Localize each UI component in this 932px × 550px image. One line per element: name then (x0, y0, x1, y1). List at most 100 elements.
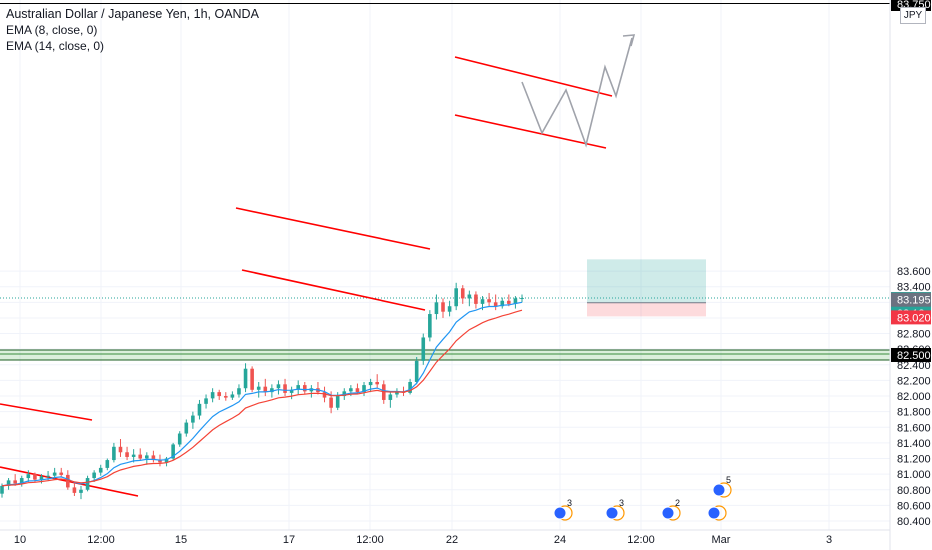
candle-body (362, 385, 366, 393)
candle-body (105, 460, 110, 468)
event-marker-icon[interactable]: 5 (712, 475, 732, 498)
candle-body (270, 388, 274, 393)
event-count: 3 (619, 498, 624, 508)
candle-body (125, 452, 129, 457)
candle-body (138, 454, 143, 459)
candles (0, 282, 524, 500)
x-tick-label: 3 (826, 534, 832, 546)
candle-body (59, 472, 64, 475)
candle-body (85, 478, 90, 490)
candle-body (375, 381, 379, 385)
y-tick-label: 81.000 (897, 469, 931, 481)
candle-body (210, 392, 215, 399)
candle-body (230, 394, 235, 398)
candle-body (454, 288, 458, 307)
candle-body (421, 337, 426, 361)
candle-body (263, 386, 268, 393)
candle-body (335, 396, 340, 408)
candle-body (355, 388, 360, 393)
x-tick-label: 12:00 (627, 534, 655, 546)
ema-14-line (1, 309, 523, 487)
candle-body (237, 388, 241, 395)
currency-label[interactable]: JPY (900, 7, 926, 24)
price-tag-label: 83.750 (897, 0, 931, 11)
candle-body (204, 398, 208, 404)
candle-body (467, 294, 472, 299)
candle-body (66, 474, 70, 488)
take-profit-zone (587, 259, 706, 303)
candle-body (349, 388, 353, 392)
candle-body (151, 455, 156, 461)
candle-body (289, 389, 294, 393)
candle-body (52, 472, 57, 476)
candle-body (217, 392, 222, 397)
candle-body (388, 394, 393, 400)
price-tag (891, 310, 931, 325)
position-zones (587, 259, 706, 317)
stop-loss-zone (587, 302, 706, 317)
event-marker-icon[interactable]: 2 (661, 498, 681, 521)
candle-body (158, 460, 162, 463)
candle-body (26, 474, 31, 479)
symbol-title: Australian Dollar / Japanese Yen, 1h, OA… (6, 7, 259, 21)
event-flag-icon (707, 506, 721, 520)
candle-body (520, 298, 524, 300)
candle-body (447, 306, 452, 312)
candle-body (223, 396, 228, 398)
horizontal-levels (0, 3, 932, 361)
chart-legend: Australian Dollar / Japanese Yen, 1h, OA… (6, 6, 259, 54)
candle-body (414, 360, 419, 382)
candle-body (342, 391, 347, 397)
candle-body (474, 294, 478, 304)
event-marker-icon[interactable]: 3 (553, 498, 573, 521)
y-tick-label: 81.400 (897, 438, 931, 450)
ema-lines (1, 301, 523, 487)
event-count: 3 (567, 498, 572, 508)
candle-body (112, 446, 116, 461)
candle-body (72, 487, 77, 493)
candle-body (6, 480, 11, 486)
price-tag (891, 347, 931, 362)
economic-events: 3 3 2 5 (553, 475, 732, 521)
x-tick-label: 15 (175, 534, 187, 546)
projection-path (521, 34, 636, 148)
candle-body (243, 368, 248, 389)
candle-body (500, 300, 505, 307)
candle-body (145, 455, 149, 459)
event-flag-icon (712, 483, 726, 497)
candle-body (171, 444, 175, 459)
event-count: 2 (675, 498, 680, 508)
candle-body (296, 385, 301, 390)
event-count: 5 (726, 475, 731, 485)
x-tick-label: 12:00 (356, 534, 384, 546)
price-tag (891, 292, 931, 307)
x-tick-label: Mar (712, 534, 731, 546)
y-tick-label: 82.200 (897, 375, 931, 387)
y-tick-label: 81.600 (897, 422, 931, 434)
candle-body (441, 302, 445, 312)
y-tick-label: 82.400 (897, 360, 931, 372)
ema-slow-label: EMA (14, close, 0) (6, 39, 105, 53)
candle-body (164, 458, 169, 463)
candle-body (197, 403, 202, 416)
y-tick-label: 81.800 (897, 407, 931, 419)
event-flag-icon (661, 506, 675, 520)
event-marker-icon[interactable]: 3 (605, 498, 625, 521)
y-tick-label: 83.400 (897, 282, 931, 294)
candle-body (131, 454, 136, 457)
event-flag-icon (605, 506, 619, 520)
event-marker-icon[interactable] (707, 505, 727, 521)
candle-body (0, 485, 4, 494)
candle-body (428, 314, 432, 338)
candle-body (283, 384, 287, 393)
projection-line (521, 37, 633, 148)
candle-body (408, 381, 412, 393)
y-tick-label: 82.000 (897, 391, 931, 403)
candle-body (256, 386, 261, 390)
channel-line (454, 114, 607, 149)
ema-fast-label: EMA (8, close, 0) (6, 23, 98, 37)
price-axis-bg (890, 0, 932, 550)
grid (0, 0, 890, 530)
